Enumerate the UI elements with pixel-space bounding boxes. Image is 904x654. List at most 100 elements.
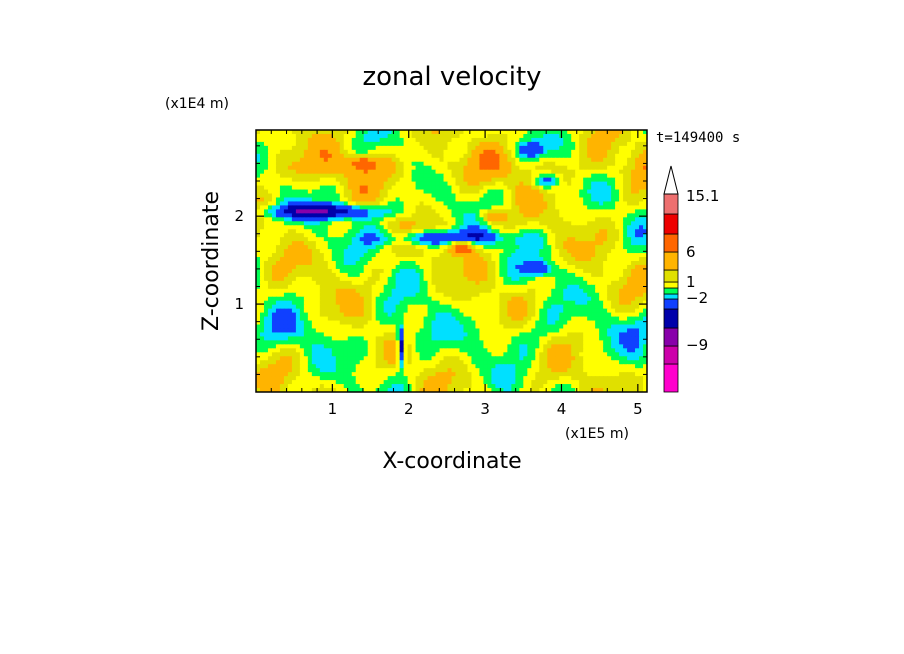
field-cell [491, 296, 496, 302]
field-cell [267, 141, 273, 147]
field-cell [551, 324, 556, 330]
field-cell [631, 253, 636, 258]
field-cell [499, 153, 504, 159]
field-cell [615, 276, 620, 282]
field-cell [495, 130, 500, 135]
field-cell [319, 213, 325, 218]
field-cell [495, 292, 500, 298]
field-cell [291, 189, 297, 195]
field-cell [531, 213, 536, 218]
field-cell [611, 316, 616, 322]
field-cell [527, 284, 532, 290]
field-cell [463, 165, 469, 171]
field-cell [439, 201, 445, 207]
field-cell [323, 316, 329, 322]
field-cell [635, 264, 640, 270]
field-cell [319, 225, 325, 230]
field-cell [351, 133, 357, 139]
field-cell [335, 145, 341, 151]
field-cell [411, 272, 417, 278]
field-cell [259, 237, 265, 242]
field-cell [531, 229, 536, 234]
field-cell [543, 177, 548, 183]
field-cell [499, 177, 504, 183]
field-cell [407, 185, 413, 191]
field-cell [487, 316, 492, 322]
field-cell [399, 213, 405, 218]
field-cell [299, 225, 305, 230]
field-cell [263, 229, 269, 234]
field-cell [307, 304, 313, 310]
field-cell [407, 145, 413, 151]
field-cell [323, 280, 329, 286]
field-cell [575, 209, 580, 214]
field-cell [627, 320, 632, 326]
field-cell [527, 304, 532, 310]
field-cell [395, 153, 401, 159]
field-cell [619, 157, 624, 163]
field-cell [627, 324, 632, 330]
field-cell [299, 185, 305, 191]
field-cell [343, 189, 349, 195]
field-cell [635, 189, 640, 195]
field-cell [271, 197, 277, 203]
field-cell [467, 237, 473, 242]
field-cell [271, 133, 277, 139]
field-cell [595, 276, 600, 282]
field-cell [459, 241, 465, 246]
field-cell [591, 253, 596, 258]
field-cell [303, 133, 309, 139]
field-cell [607, 304, 612, 310]
field-cell [535, 189, 540, 195]
field-cell [523, 205, 528, 210]
field-cell [335, 272, 341, 278]
field-cell [551, 296, 556, 302]
field-cell [331, 209, 337, 214]
field-cell [579, 185, 584, 191]
field-cell [371, 145, 377, 151]
field-cell [479, 280, 485, 286]
field-cell [403, 253, 409, 258]
field-cell [603, 280, 608, 286]
field-cell [543, 253, 548, 258]
field-cell [631, 268, 636, 274]
field-cell [331, 320, 337, 326]
field-cell [475, 165, 481, 171]
field-cell [607, 161, 612, 167]
field-cell [283, 217, 289, 222]
field-cell [371, 205, 377, 210]
field-cell [451, 292, 457, 298]
field-cell [435, 268, 441, 274]
field-cell [511, 213, 516, 218]
field-cell [331, 169, 337, 175]
field-cell [423, 296, 429, 302]
field-cell [419, 165, 425, 171]
field-cell [403, 145, 409, 151]
field-cell [256, 133, 261, 139]
field-cell [319, 177, 325, 183]
field-cell [259, 280, 265, 286]
field-cell [451, 316, 457, 322]
field-cell [451, 324, 457, 330]
field-cell [479, 141, 485, 147]
field-cell [535, 316, 540, 322]
field-cell [291, 130, 297, 135]
field-cell [467, 284, 473, 290]
field-cell [507, 233, 512, 238]
field-cell [351, 276, 357, 282]
field-cell [403, 205, 409, 210]
field-cell [371, 209, 377, 214]
field-cell [399, 229, 405, 234]
field-cell [555, 209, 560, 214]
field-cell [539, 165, 544, 171]
field-cell [411, 153, 417, 159]
field-cell [351, 165, 357, 171]
field-cell [515, 181, 520, 187]
field-cell [559, 173, 564, 179]
field-cell [559, 241, 564, 246]
field-cell [479, 288, 485, 294]
field-cell [503, 233, 508, 238]
field-cell [451, 304, 457, 310]
field-cell [299, 153, 305, 159]
field-cell [519, 312, 524, 318]
